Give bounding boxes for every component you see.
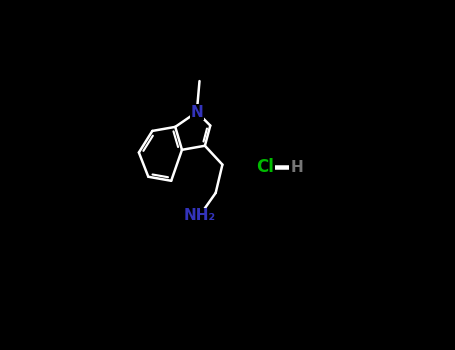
- Text: NH₂: NH₂: [183, 208, 216, 223]
- Text: N: N: [191, 105, 203, 120]
- Text: Cl: Cl: [257, 158, 274, 176]
- Text: H: H: [290, 160, 303, 175]
